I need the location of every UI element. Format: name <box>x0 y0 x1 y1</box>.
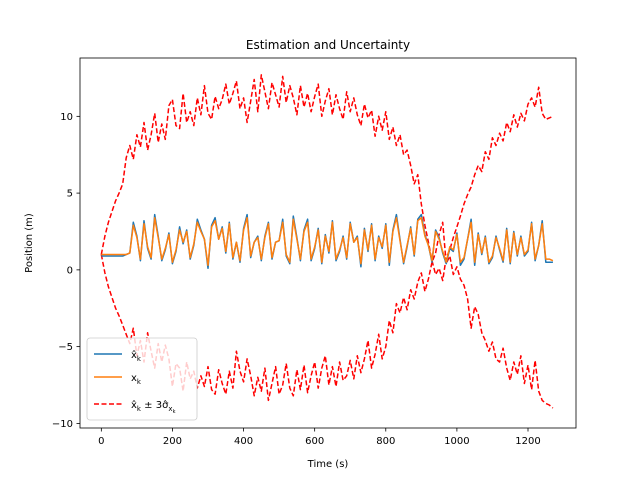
x-tick-label: 800 <box>376 436 395 447</box>
y-tick-label: 5 <box>67 189 73 200</box>
chart-title: Estimation and Uncertainty <box>246 38 410 52</box>
legend-label-true: xk <box>131 373 142 386</box>
y-tick-label: 10 <box>60 112 73 123</box>
x-axis: 0 200 400 600 800 1000 1200 <box>98 428 541 447</box>
x-tick-label: 0 <box>98 436 104 447</box>
x-axis-label: Time (s) <box>307 459 349 470</box>
x-tick-label: 200 <box>163 436 182 447</box>
x-tick-label: 1200 <box>515 436 540 447</box>
legend: x̂k xk x̂k ± 3σ̂xk <box>86 337 198 421</box>
series-layer <box>100 74 554 409</box>
y-axis-label: Position (m) <box>24 213 35 273</box>
legend-box <box>86 337 198 421</box>
series-upper-bound-line <box>100 74 554 282</box>
x-tick-label: 1000 <box>444 436 469 447</box>
y-tick-label: 0 <box>67 265 73 276</box>
x-tick-label: 400 <box>234 436 253 447</box>
legend-label-estimate: x̂k <box>131 349 142 363</box>
y-tick-label: −10 <box>52 419 73 430</box>
y-axis: −10 −5 0 5 10 <box>52 112 80 430</box>
x-tick-label: 600 <box>305 436 324 447</box>
y-tick-label: −5 <box>58 342 73 353</box>
series-true-state-line <box>101 216 554 267</box>
axes-frame <box>79 57 577 429</box>
